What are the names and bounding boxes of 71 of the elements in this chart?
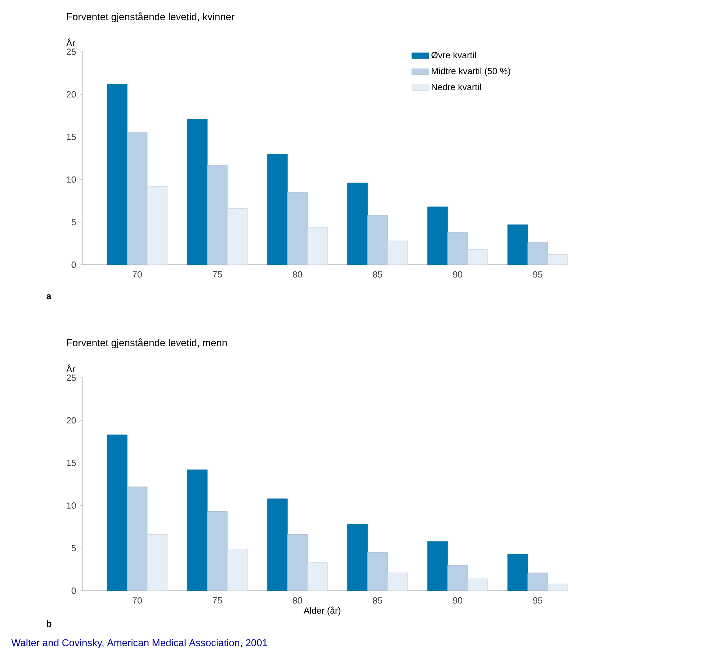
bar <box>267 154 288 266</box>
bar <box>388 572 408 592</box>
y-tick-label: 0 <box>72 588 76 594</box>
bar <box>448 232 468 266</box>
bar <box>227 208 248 266</box>
x-tick-label: 85 <box>373 598 382 604</box>
y-tick-label: 15 <box>67 134 76 140</box>
bar <box>428 206 448 266</box>
y-tick-label: 5 <box>72 219 76 226</box>
bar <box>388 240 408 266</box>
x-tick-label: 75 <box>213 598 222 604</box>
bar <box>207 512 228 592</box>
text: b <box>47 620 52 628</box>
y-tick-label: 0 <box>72 262 76 268</box>
bar <box>368 552 388 592</box>
chart-title: Forventet gjenstående levetid, menn <box>67 338 228 348</box>
bar <box>127 132 148 266</box>
x-tick-label: 90 <box>453 272 463 278</box>
bar <box>548 584 568 592</box>
y-tick-label: 10 <box>67 502 76 509</box>
y-tick-label: 25 <box>66 48 76 56</box>
bar <box>528 242 548 266</box>
bar <box>127 486 148 592</box>
bar <box>508 554 528 592</box>
x-tick-label: 95 <box>533 598 543 604</box>
y-axis-title: År <box>66 364 76 372</box>
legend-label: Øvre kvartil <box>432 52 476 59</box>
bar <box>107 84 128 266</box>
legend-label: Midtre kvartil (50 %) <box>432 68 510 76</box>
bar <box>548 254 568 266</box>
x-tick-label: 80 <box>293 598 302 604</box>
bar <box>307 227 328 266</box>
y-tick-label: 5 <box>72 545 76 552</box>
x-axis-title: Alder (år) <box>304 606 341 616</box>
bar <box>448 565 468 592</box>
y-tick-label: 25 <box>66 374 76 382</box>
y-axis-title: År <box>66 38 76 46</box>
bar <box>428 541 448 592</box>
bar <box>508 224 528 266</box>
x-tick-label: 70 <box>132 598 142 604</box>
text: Walter and Covinsky, American Medical Association, 2001 <box>12 639 268 648</box>
y-tick-label: 10 <box>67 176 76 183</box>
bar <box>348 524 368 592</box>
bar <box>468 578 488 592</box>
bar <box>368 215 388 266</box>
bar <box>307 562 328 592</box>
x-tick-label: 95 <box>533 272 543 278</box>
y-tick-label: 20 <box>66 91 76 98</box>
legend-label: Nedre kvartil <box>432 84 482 90</box>
bar <box>468 249 488 266</box>
bar <box>287 192 308 266</box>
bar <box>187 119 208 266</box>
y-tick-label: 15 <box>67 460 76 466</box>
bar <box>348 182 368 266</box>
bar <box>267 498 288 592</box>
x-tick-label: 70 <box>132 272 142 278</box>
bar <box>187 470 208 592</box>
bar <box>528 572 548 592</box>
bar <box>207 165 228 266</box>
bar <box>107 434 128 592</box>
chart-title: Forventet gjenstående levetid, kvinner <box>67 12 235 22</box>
text: a <box>46 294 52 300</box>
bar <box>147 534 168 592</box>
bar <box>147 186 168 266</box>
x-tick-label: 75 <box>213 272 222 278</box>
y-tick-label: 20 <box>66 417 76 424</box>
x-tick-label: 85 <box>373 272 382 278</box>
x-tick-label: 90 <box>453 598 463 604</box>
bar <box>287 534 308 592</box>
bar <box>227 549 248 592</box>
x-tick-label: 80 <box>293 272 302 278</box>
